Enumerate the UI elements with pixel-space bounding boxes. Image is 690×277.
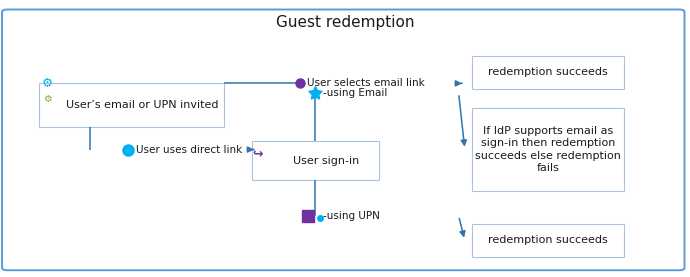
Text: User sign-in: User sign-in (293, 156, 359, 166)
Text: User’s email or UPN invited: User’s email or UPN invited (66, 101, 218, 111)
FancyBboxPatch shape (473, 224, 624, 257)
FancyBboxPatch shape (39, 83, 224, 127)
Text: User selects email link: User selects email link (307, 78, 425, 88)
Text: Guest redemption: Guest redemption (276, 15, 414, 30)
Text: ⚙: ⚙ (42, 77, 53, 90)
FancyBboxPatch shape (473, 56, 624, 89)
FancyBboxPatch shape (473, 108, 624, 191)
Text: If IdP supports email as
sign-in then redemption
succeeds else redemption
fails: If IdP supports email as sign-in then re… (475, 126, 621, 173)
Text: redemption succeeds: redemption succeeds (489, 235, 608, 245)
Text: -using UPN: -using UPN (323, 211, 380, 221)
Text: redemption succeeds: redemption succeeds (489, 67, 608, 77)
Text: -using Email: -using Email (323, 88, 387, 98)
Text: ↪: ↪ (253, 148, 263, 161)
Text: User uses direct link: User uses direct link (137, 145, 243, 155)
FancyBboxPatch shape (252, 141, 380, 180)
Text: ⚙: ⚙ (43, 94, 52, 104)
